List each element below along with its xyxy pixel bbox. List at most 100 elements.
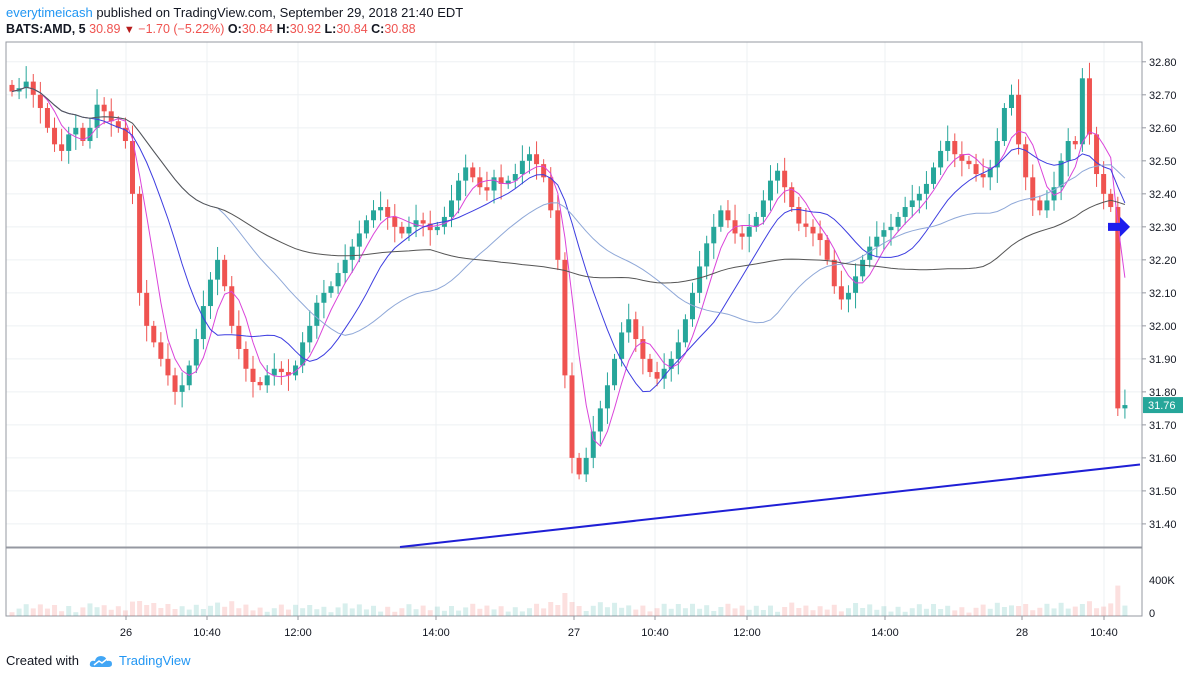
volume-bar	[966, 612, 972, 616]
candle-body	[541, 164, 547, 178]
candle-body	[215, 259, 221, 280]
volume-bar	[711, 611, 717, 616]
candle-body	[838, 286, 844, 300]
candle-body	[378, 207, 384, 211]
volume-bar	[321, 606, 327, 616]
candle-body	[959, 154, 965, 161]
ma-mid-line	[11, 86, 1126, 393]
price-tick-label: 32.70	[1149, 90, 1177, 102]
volume-bar	[675, 604, 681, 616]
volume-bar	[222, 606, 228, 616]
candle-body	[966, 160, 972, 165]
candle-body	[640, 339, 646, 359]
volume-bar	[604, 607, 610, 616]
candle-body	[590, 431, 596, 458]
volume-bar	[278, 604, 284, 616]
candle-body	[980, 174, 986, 178]
candle-body	[158, 342, 164, 359]
candle-body	[137, 193, 143, 293]
grid-lines	[6, 42, 1142, 616]
candle-body	[583, 457, 589, 475]
candle-body	[491, 177, 497, 191]
volume-bar	[619, 607, 625, 616]
candle-body	[222, 259, 228, 287]
volume-bar	[1122, 605, 1128, 616]
volume-bar	[101, 605, 107, 616]
volume-bar	[1115, 585, 1121, 616]
candle-body	[172, 375, 178, 392]
created-with-text: Created with	[6, 653, 79, 668]
volume-bar	[392, 611, 398, 616]
volume-bar	[59, 611, 65, 616]
candle-body	[881, 230, 887, 237]
high-value: 30.92	[289, 22, 322, 36]
candle-body	[335, 273, 341, 287]
volume-bar	[895, 606, 901, 616]
candle-body	[711, 226, 717, 244]
candle-body	[342, 259, 348, 274]
volume-bar	[207, 605, 213, 616]
candle-body	[463, 167, 469, 181]
volume-bar	[1065, 608, 1071, 616]
volume-bar	[236, 608, 242, 616]
candle-body	[115, 121, 121, 128]
candle-body	[151, 325, 157, 343]
candle-body	[356, 233, 362, 247]
time-tick-label: 27	[568, 627, 580, 639]
price-tick-label: 32.50	[1149, 156, 1177, 168]
candle-body	[9, 84, 15, 92]
candle-body	[619, 332, 625, 359]
candle-body	[1086, 78, 1092, 135]
symbol-label[interactable]: BATS:AMD, 5	[6, 22, 86, 36]
volume-bar	[87, 603, 93, 616]
volume-bar	[1094, 608, 1100, 616]
time-tick-label: 10:40	[1090, 627, 1118, 639]
volume-bar	[831, 604, 837, 616]
candle-body	[782, 170, 788, 188]
volume-bar	[115, 606, 121, 616]
candle-body	[385, 207, 391, 217]
candle-body	[690, 292, 696, 320]
ma-long-line	[11, 86, 1126, 284]
candle-body	[278, 368, 284, 373]
candle-body	[767, 180, 773, 201]
arrow-marker-icon	[1108, 216, 1130, 237]
volume-bar	[874, 609, 880, 616]
price-tick-label: 32.00	[1149, 321, 1177, 333]
volume-bar	[144, 605, 150, 616]
candle-body	[810, 226, 816, 234]
low-value: 30.84	[336, 22, 368, 36]
candle-body	[207, 279, 213, 307]
volume-bar	[753, 605, 759, 616]
candle-body	[264, 375, 270, 386]
volume-bar	[44, 608, 50, 616]
candle-body	[200, 306, 206, 340]
candle-body	[697, 266, 703, 293]
candle-body	[1008, 94, 1014, 109]
author-link[interactable]: everytimeicash	[6, 5, 93, 20]
low-label: L:	[324, 22, 337, 36]
tradingview-brand-link[interactable]: TradingView	[118, 653, 191, 668]
volume-bar	[200, 609, 206, 616]
candle-body	[526, 154, 532, 161]
volume-bar	[923, 608, 929, 616]
volume-bar	[938, 609, 944, 616]
volume-bar	[285, 609, 291, 616]
volume-bar	[732, 608, 738, 616]
candle-body	[1094, 134, 1100, 175]
volume-bar	[782, 607, 788, 616]
candle-body	[647, 358, 653, 373]
candle-body	[1030, 177, 1036, 201]
candle-body	[328, 286, 334, 293]
time-tick-label: 26	[120, 627, 132, 639]
tradingview-logo-icon	[89, 655, 112, 667]
volume-bar	[1044, 603, 1050, 616]
volume-bar	[193, 604, 199, 616]
candle-body	[923, 183, 929, 194]
volume-bar	[257, 607, 263, 616]
volume-bar	[1058, 602, 1064, 616]
volume-bar	[583, 611, 589, 616]
volume-bar	[980, 604, 986, 616]
volume-bar	[1086, 601, 1092, 616]
